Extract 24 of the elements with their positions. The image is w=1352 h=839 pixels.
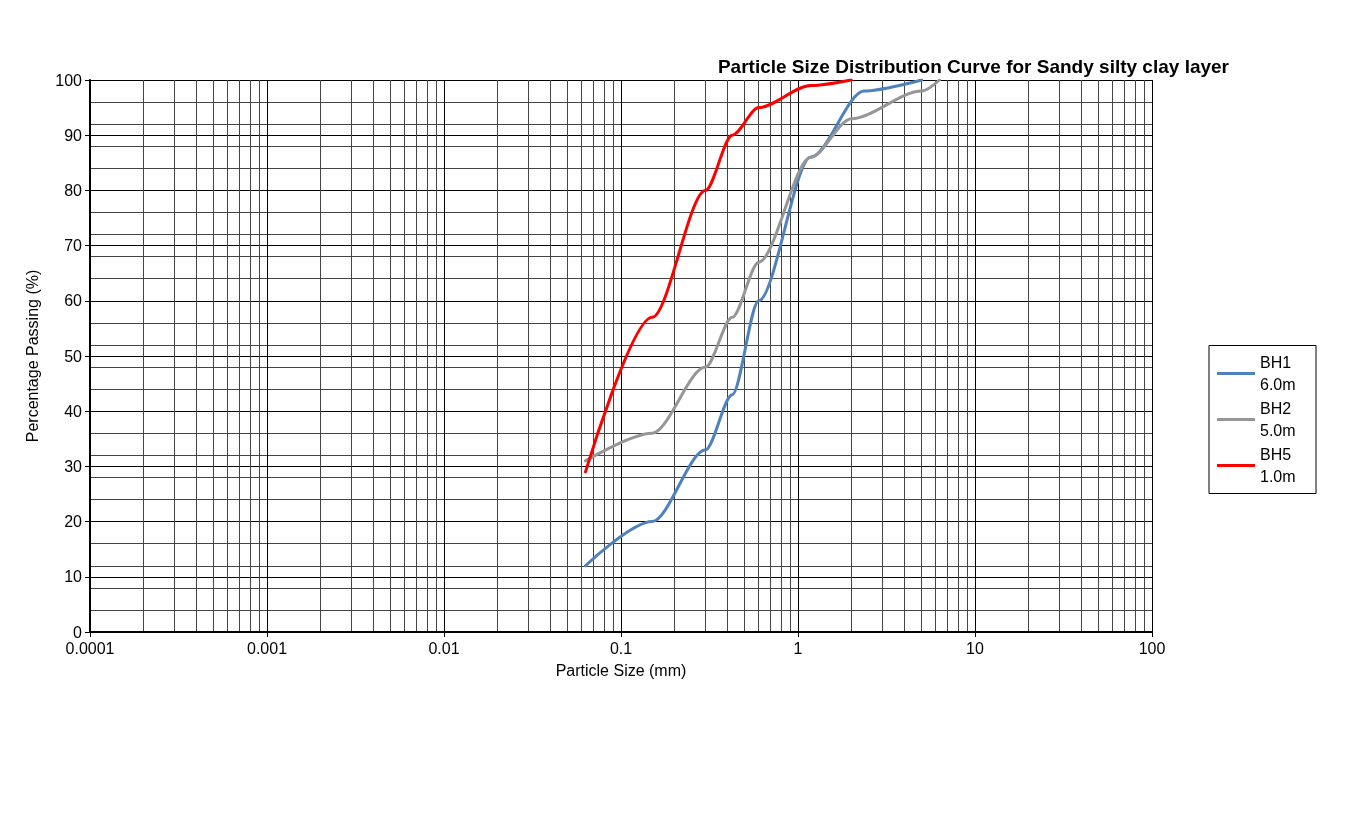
chart-title: Particle Size Distribution Curve for Sandy silty clay layer <box>717 56 1230 77</box>
y-axis-title: Percentage Passing (%) <box>23 269 41 443</box>
x-tick-label: 100 <box>1138 639 1166 657</box>
x-axis-title: Particle Size (mm) <box>555 661 687 679</box>
legend-label: BH2 5.0m <box>1260 400 1296 439</box>
x-tick-label: 0.001 <box>246 639 288 657</box>
x-tick-label: 0.01 <box>428 639 460 657</box>
y-tick-label: 40 <box>64 402 83 420</box>
x-tick-label: 0.0001 <box>65 639 115 657</box>
y-tick-label: 0 <box>73 623 83 641</box>
x-tick-label: 1 <box>793 639 803 657</box>
y-tick-label: 100 <box>55 71 83 89</box>
y-tick-label: 90 <box>64 126 83 144</box>
y-tick-label: 50 <box>64 347 83 365</box>
y-tick-label: 20 <box>64 513 83 531</box>
legend-label: BH5 1.0m <box>1260 446 1296 485</box>
y-tick-label: 60 <box>64 292 83 310</box>
y-tick-label: 80 <box>64 181 83 199</box>
x-tick-label: 0.1 <box>609 639 633 657</box>
y-tick-label: 30 <box>64 457 83 475</box>
x-tick-label: 10 <box>966 639 984 657</box>
y-tick-label: 10 <box>64 568 83 586</box>
legend-label: BH1 6.0m <box>1260 354 1296 393</box>
y-tick-label: 70 <box>64 237 83 255</box>
